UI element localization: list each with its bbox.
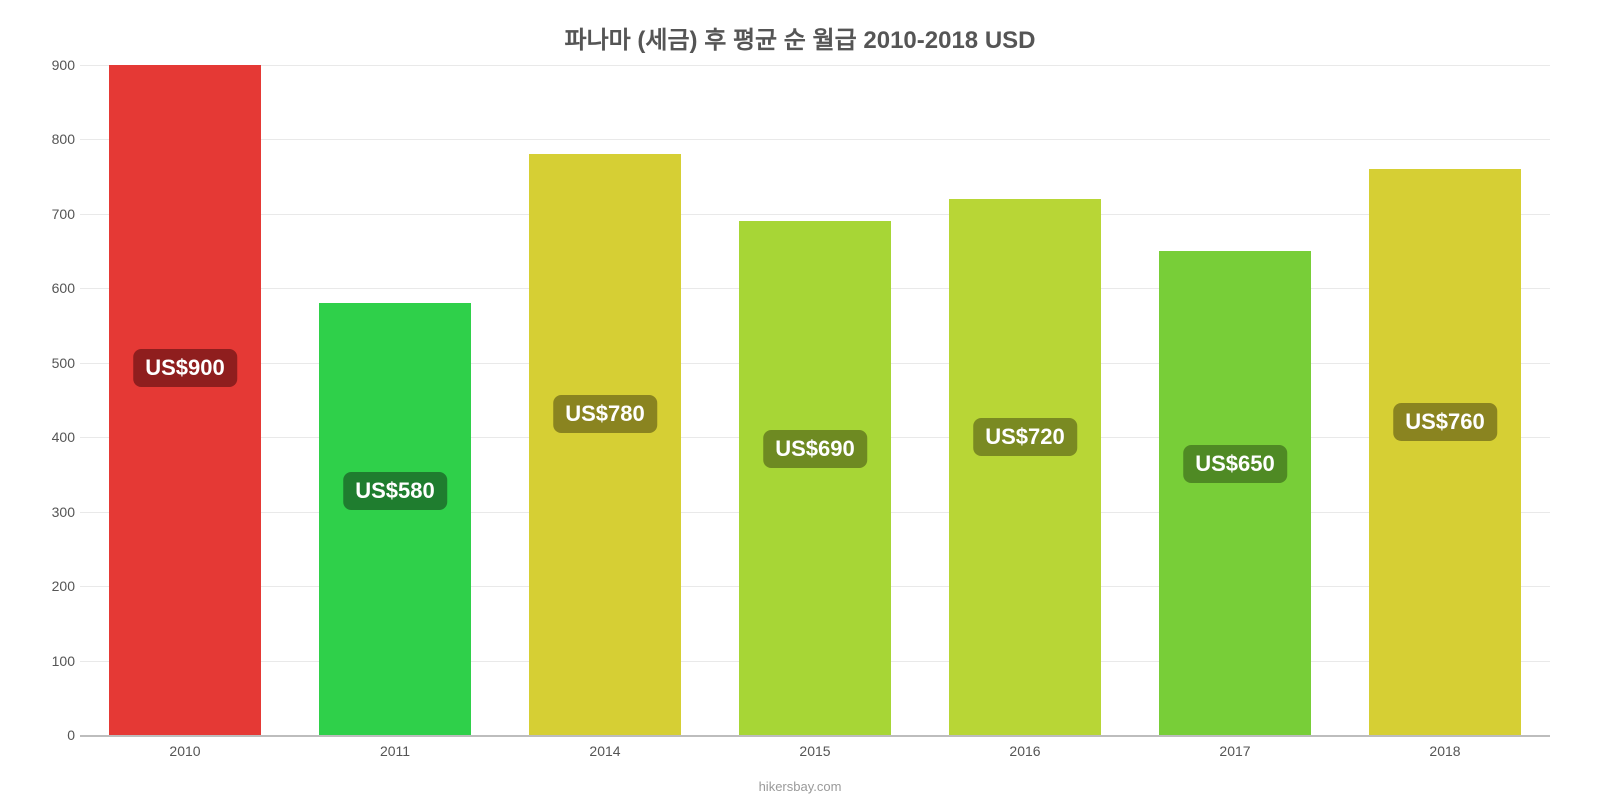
x-tick-label: 2011 <box>380 743 410 759</box>
bar-slot: US$5802011 <box>290 65 500 735</box>
y-tick-label: 900 <box>30 57 75 73</box>
bar <box>739 221 890 735</box>
plot-area: 0100200300400500600700800900US$9002010US… <box>80 65 1550 735</box>
source-label: hikersbay.com <box>0 779 1600 794</box>
bar <box>1159 251 1310 735</box>
bar-value-label: US$900 <box>133 349 237 387</box>
bar <box>949 199 1100 735</box>
chart-title: 파나마 (세금) 후 평균 순 월급 2010-2018 USD <box>30 20 1570 55</box>
y-tick-label: 400 <box>30 429 75 445</box>
y-tick-label: 600 <box>30 280 75 296</box>
y-tick-label: 0 <box>30 727 75 743</box>
x-tick-label: 2016 <box>1009 743 1040 759</box>
x-tick-label: 2015 <box>799 743 830 759</box>
bar-slot: US$9002010 <box>80 65 290 735</box>
y-tick-label: 500 <box>30 355 75 371</box>
bar-slot: US$6902015 <box>710 65 920 735</box>
chart-container: 파나마 (세금) 후 평균 순 월급 2010-2018 USD 0100200… <box>0 0 1600 800</box>
y-tick-label: 800 <box>30 131 75 147</box>
bar-value-label: US$720 <box>973 418 1077 456</box>
bar <box>319 303 470 735</box>
y-tick-label: 300 <box>30 504 75 520</box>
x-tick-label: 2018 <box>1429 743 1460 759</box>
bar-value-label: US$580 <box>343 472 447 510</box>
bar-value-label: US$780 <box>553 395 657 433</box>
bar <box>109 65 260 735</box>
x-tick-label: 2010 <box>169 743 200 759</box>
bar-slot: US$6502017 <box>1130 65 1340 735</box>
y-tick-label: 100 <box>30 653 75 669</box>
x-axis-line <box>80 735 1550 737</box>
bar-slot: US$7802014 <box>500 65 710 735</box>
bar-value-label: US$760 <box>1393 403 1497 441</box>
bar-slot: US$7602018 <box>1340 65 1550 735</box>
y-tick-label: 200 <box>30 578 75 594</box>
bar-slot: US$7202016 <box>920 65 1130 735</box>
bars-group: US$9002010US$5802011US$7802014US$6902015… <box>80 65 1550 735</box>
x-tick-label: 2014 <box>589 743 620 759</box>
y-tick-label: 700 <box>30 206 75 222</box>
bar <box>1369 169 1520 735</box>
bar-value-label: US$690 <box>763 430 867 468</box>
x-tick-label: 2017 <box>1219 743 1250 759</box>
bar-value-label: US$650 <box>1183 445 1287 483</box>
bar <box>529 154 680 735</box>
